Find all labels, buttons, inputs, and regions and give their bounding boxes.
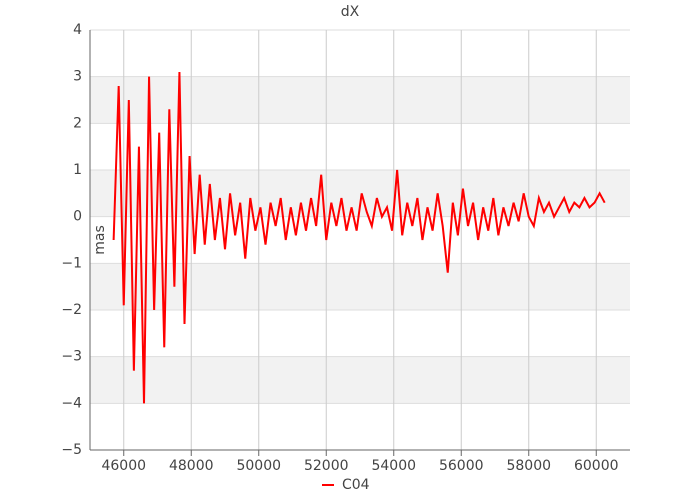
plot-layer: −5 −4 −3 −2 −1 0 1 2 3 4 46000 48000 50000 52000 54000… bbox=[61, 22, 630, 493]
y-tick-label: 3 bbox=[73, 69, 82, 85]
band bbox=[90, 263, 630, 310]
y-tick-label: 2 bbox=[73, 115, 82, 131]
y-tick-label: −2 bbox=[61, 302, 82, 318]
y-tick-label: −3 bbox=[61, 349, 82, 365]
y-tick-label: 1 bbox=[73, 162, 82, 178]
data-line bbox=[112, 71, 606, 404]
x-tick-label: 46000 bbox=[101, 458, 146, 474]
y-tick-label: −5 bbox=[61, 442, 82, 458]
x-tick-label: 50000 bbox=[236, 458, 281, 474]
chart-title: dX bbox=[341, 4, 360, 20]
y-tick-label: −1 bbox=[61, 255, 82, 271]
y-tick-label: 4 bbox=[73, 22, 82, 38]
band bbox=[90, 76, 630, 124]
y-tick-label: 0 bbox=[73, 209, 82, 225]
y-axis-label: mas bbox=[92, 225, 108, 255]
x-tick-label: 58000 bbox=[506, 458, 551, 474]
band bbox=[90, 356, 630, 404]
x-tick-label: 48000 bbox=[169, 458, 214, 474]
x-tick-label: 60000 bbox=[574, 458, 619, 474]
y-tick-label: −4 bbox=[61, 395, 82, 411]
x-tick-label: 52000 bbox=[304, 458, 349, 474]
legend-label: C04 bbox=[342, 477, 370, 493]
x-tick-label: 54000 bbox=[371, 458, 416, 474]
x-tick-label: 56000 bbox=[439, 458, 484, 474]
